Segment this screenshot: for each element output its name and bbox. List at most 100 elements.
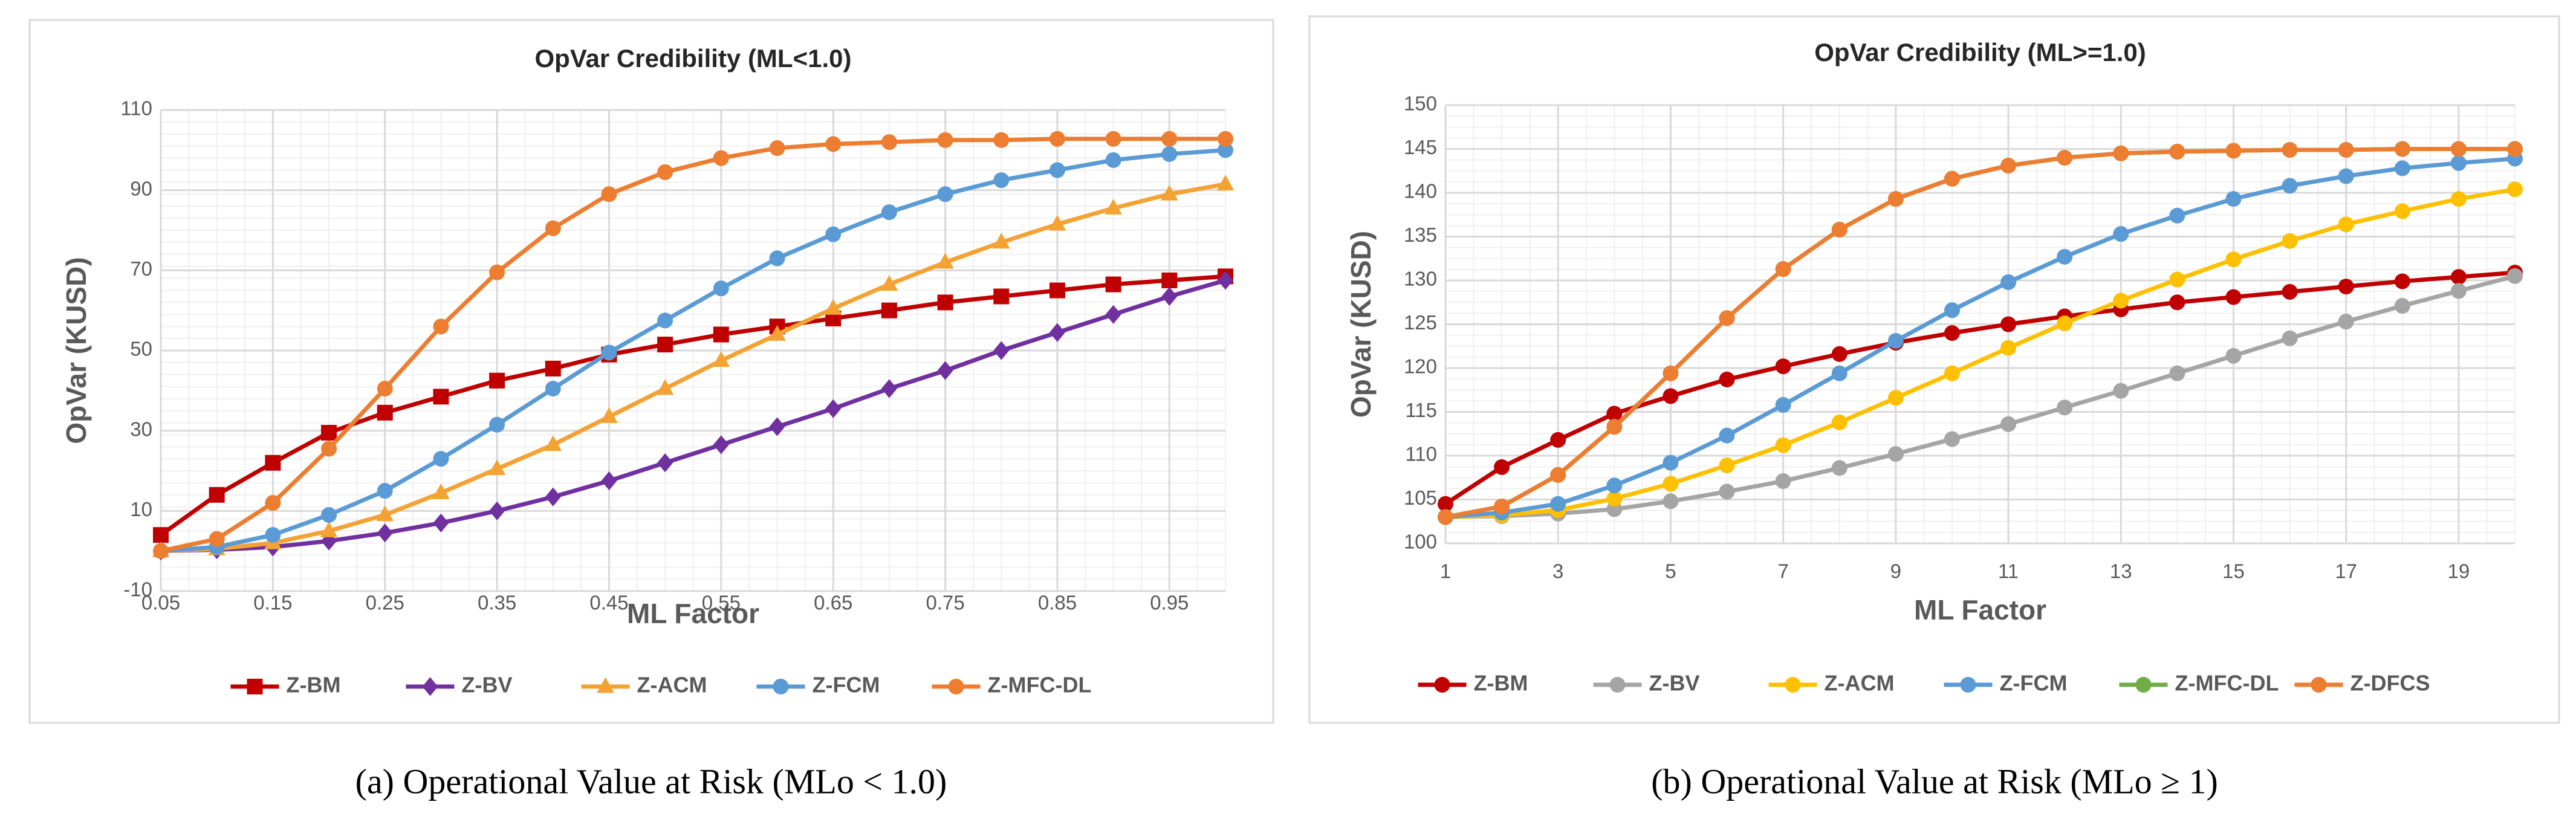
data-point xyxy=(1494,499,1510,515)
data-point xyxy=(1218,131,1233,147)
data-point xyxy=(1719,310,1735,326)
legend-marker xyxy=(2135,677,2152,693)
x-tick-label: 0.85 xyxy=(1038,592,1077,614)
data-point xyxy=(657,453,673,473)
data-point xyxy=(1944,431,1960,447)
data-point xyxy=(713,326,729,343)
data-point xyxy=(1831,346,1848,362)
data-point xyxy=(433,513,449,532)
x-tick-label: 17 xyxy=(2335,560,2357,583)
data-point xyxy=(600,407,618,423)
data-point xyxy=(265,527,281,543)
data-point xyxy=(937,294,953,311)
data-point xyxy=(2450,283,2467,299)
data-point xyxy=(2225,251,2242,268)
data-point xyxy=(488,459,506,476)
x-tick-label: 13 xyxy=(2110,560,2132,583)
x-tick-label: 7 xyxy=(1777,560,1788,583)
data-point xyxy=(881,204,897,221)
data-point xyxy=(712,351,730,367)
data-point xyxy=(768,325,786,341)
data-point xyxy=(2113,145,2129,161)
data-point xyxy=(993,132,1010,148)
y-tick-label: 70 xyxy=(130,257,152,280)
data-point xyxy=(545,487,561,506)
y-tick-label: 10 xyxy=(130,498,152,520)
data-point xyxy=(1775,261,1791,277)
data-point xyxy=(1105,198,1122,215)
data-point xyxy=(433,451,449,467)
data-point xyxy=(1944,170,1960,187)
data-point xyxy=(2000,340,2017,356)
data-point xyxy=(1161,131,1178,147)
data-point xyxy=(1719,457,1735,473)
data-point xyxy=(2282,233,2298,249)
data-point xyxy=(825,136,842,152)
data-point xyxy=(1606,491,1623,507)
x-tick-label: 0.55 xyxy=(702,592,741,614)
legend-label: Z-BV xyxy=(1649,671,1700,696)
legend-marker xyxy=(773,679,789,694)
x-tick-label: 9 xyxy=(1890,560,1901,583)
data-point xyxy=(2057,248,2073,265)
data-point xyxy=(1550,467,1566,483)
data-point xyxy=(713,150,729,166)
y-tick-label: 145 xyxy=(1404,136,1437,158)
legend-label: Z-DFCS xyxy=(2351,671,2430,696)
legend-marker xyxy=(1609,677,1626,693)
data-point xyxy=(1775,437,1791,453)
data-point xyxy=(265,495,281,511)
data-point xyxy=(601,186,617,202)
data-point xyxy=(1775,473,1791,490)
legend-label: Z-FCM xyxy=(2000,671,2068,696)
data-point xyxy=(2338,314,2354,330)
data-point xyxy=(2450,191,2467,207)
data-point xyxy=(1887,390,1904,406)
data-point xyxy=(601,471,617,491)
caption: (a) Operational Value at Risk (MLo < 1.0… xyxy=(355,762,947,801)
legend-marker xyxy=(948,679,964,694)
data-point xyxy=(545,381,561,397)
x-tick-label: 0.15 xyxy=(253,592,292,614)
data-point xyxy=(1049,131,1065,147)
y-tick-label: 150 xyxy=(1404,92,1437,115)
data-point xyxy=(657,164,673,180)
data-point xyxy=(2394,298,2410,314)
data-point xyxy=(2282,283,2298,300)
data-point xyxy=(1775,358,1791,375)
data-point xyxy=(1775,396,1791,413)
data-point xyxy=(432,483,450,499)
data-point xyxy=(1105,131,1121,147)
data-point xyxy=(1887,446,1904,462)
data-point xyxy=(880,274,898,291)
data-point xyxy=(769,250,785,267)
data-point xyxy=(1105,152,1121,168)
data-point xyxy=(1719,371,1735,387)
data-point xyxy=(209,531,225,547)
x-tick-label: 5 xyxy=(1665,560,1676,583)
data-point xyxy=(433,319,449,335)
data-point xyxy=(2225,289,2242,305)
data-point xyxy=(993,172,1010,189)
legend-label: Z-BM xyxy=(287,673,341,697)
data-point xyxy=(993,341,1010,360)
data-point xyxy=(2507,181,2523,198)
data-point xyxy=(1550,432,1566,448)
data-point xyxy=(2000,416,2017,432)
chart-title: OpVar Credibility (ML>=1.0) xyxy=(1814,38,2146,66)
series-line xyxy=(159,274,1226,537)
data-point xyxy=(2113,226,2129,242)
data-point xyxy=(2282,330,2298,346)
legend-marker xyxy=(247,679,263,694)
x-axis-label: ML Factor xyxy=(1914,594,2046,626)
data-point xyxy=(1944,325,1960,341)
series-line xyxy=(160,278,1226,554)
data-point xyxy=(2507,268,2523,284)
data-point xyxy=(2057,150,2073,166)
data-point xyxy=(1161,184,1178,201)
y-tick-label: 110 xyxy=(120,97,152,120)
series-line xyxy=(1445,156,2516,519)
data-point xyxy=(2507,141,2523,157)
data-point xyxy=(2000,274,2017,290)
data-point xyxy=(2169,294,2185,311)
